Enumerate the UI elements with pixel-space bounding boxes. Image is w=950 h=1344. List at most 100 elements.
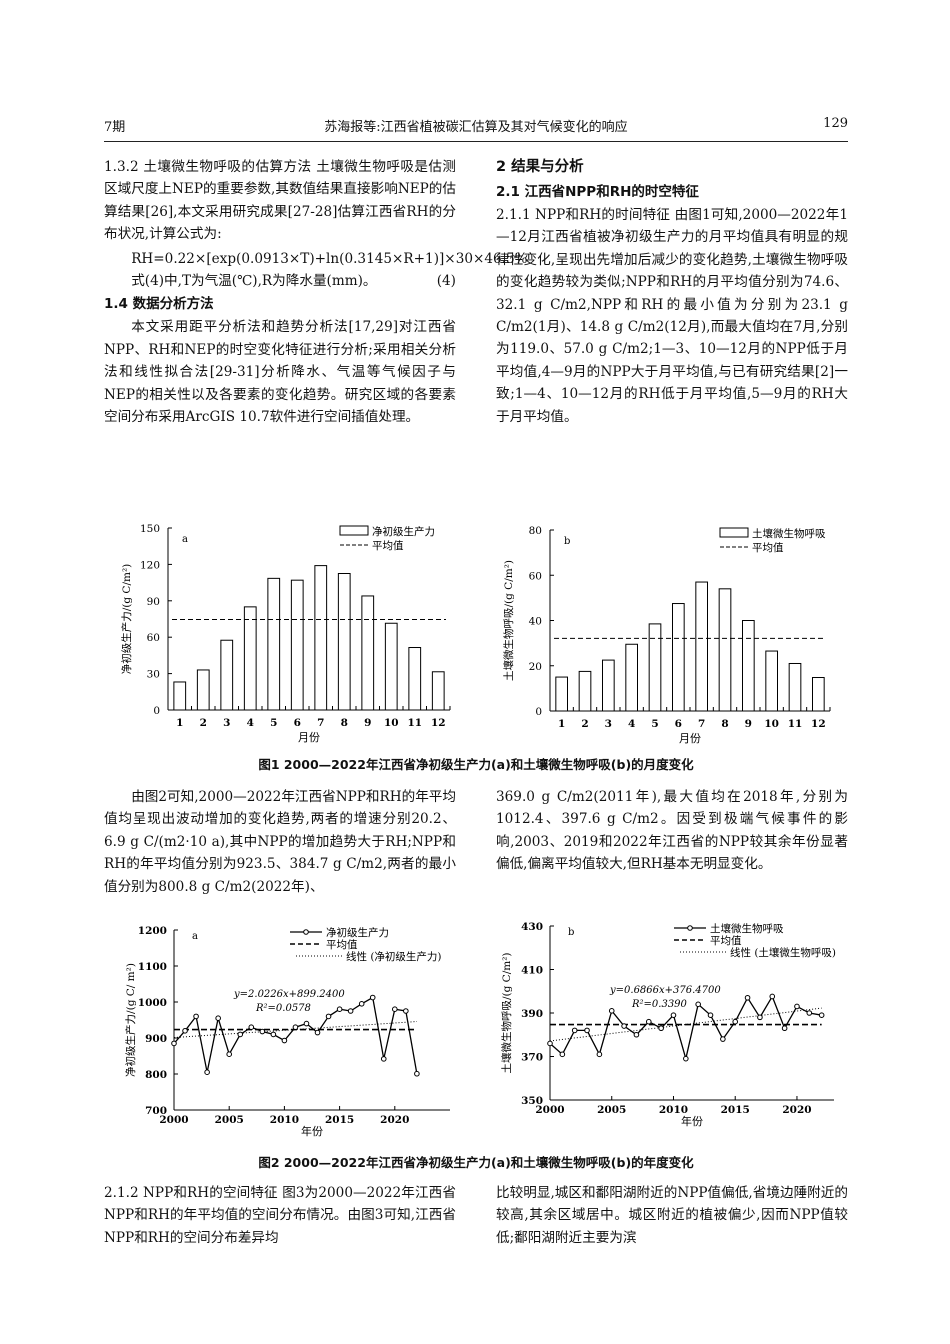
middle-left-text: 由图2可知,2000—2022年江西省NPP和RH的年平均值均呈现出波动增加的变… [104, 786, 456, 898]
data-point [392, 1006, 398, 1012]
x-tick-label: 1 [176, 717, 183, 729]
x-tick-label: 2015 [325, 1114, 354, 1126]
bar [290, 579, 304, 711]
data-point [818, 1012, 825, 1018]
x-tick-label: 3 [223, 717, 230, 729]
paragraph-2-1-2-cont: 比较明显,城区和鄱阳湖附近的NPP值偏低,省境边陲附近的较高,其余区域居中。城区… [496, 1185, 848, 1246]
paragraph-text: 土壤微生物呼吸是估测区域尺度上NEP的重要参数,其数值结果直接影响NEP的估算结… [104, 159, 456, 243]
paragraph-text: 由图1可知,2000—2022年1—12月江西省植被净初级生产力的月平均值具有明… [496, 207, 848, 425]
paragraph-2-1-1: 2.1.1 NPP和RH的时间特征 由图1可知,2000—2022年1—12月江… [496, 204, 848, 428]
bar [742, 620, 755, 712]
paragraph-1-3-2: 1.3.2 土壤微生物呼吸的估算方法 土壤微生物呼吸是估测区域尺度上NEP的重要… [104, 156, 456, 246]
legend-label: 平均值 [326, 938, 358, 951]
y-axis-label: 土壤微生物呼吸/(g C/m²) [500, 952, 513, 1073]
section-heading-2-1: 2.1 江西省NPP和RH的时空特征 [496, 184, 699, 200]
data-point [358, 1001, 365, 1007]
y-tick-label: 800 [145, 1069, 167, 1081]
figure-2b-chart: 350 370 390 410 430 2000 2005 2010 2015 2020 年份 土壤微… [500, 921, 836, 1128]
y-tick-label: 20 [529, 661, 542, 673]
formula-note: 式(4)中,T为气温(℃),R为降水量(mm)。 [131, 273, 377, 290]
section-heading-1-4: 1.4 数据分析方法 [104, 296, 214, 313]
bar [672, 603, 685, 712]
data-point [769, 993, 776, 1000]
bar [267, 577, 281, 711]
data-point [621, 1023, 627, 1029]
data-point [658, 1025, 664, 1032]
y-tick-label: 80 [529, 525, 542, 537]
data-point [744, 994, 751, 1001]
formula: RH=0.22×[exp(0.0913×T)+ln(0.3145×R+1)]×3… [104, 248, 527, 289]
data-point [226, 1051, 232, 1057]
trend-equation: y=2.0226x+899.2400 [233, 989, 345, 1000]
paragraph-2-1-2: 2.1.2 NPP和RH的空间特征 图3为2000—2022年江西省NPP和RH… [104, 1185, 456, 1246]
data-point [707, 1012, 714, 1018]
legend-label: 土壤微生物呼吸 [710, 922, 784, 935]
bar [220, 639, 234, 711]
x-tick-label: 2010 [270, 1114, 299, 1126]
figure-2a-chart: 700 800 900 1000 1100 1200 2000 2005 2010 2015 202… [124, 925, 450, 1138]
r-squared: R²=0.0578 [255, 1003, 311, 1014]
x-tick-label: 7 [317, 717, 324, 729]
bar [648, 623, 662, 712]
data-point [270, 1031, 277, 1038]
data-point [732, 1018, 739, 1025]
data-point [720, 1036, 726, 1042]
x-tick-label: 5 [651, 718, 658, 730]
data-point [314, 1029, 321, 1036]
x-tick-label: 8 [721, 718, 728, 730]
bar [314, 565, 328, 711]
y-tick-label: 410 [521, 965, 543, 977]
paragraph-1-4: 本文采用距平分析法和趋势分析法[17,29]对江西省NPP、RH和NEP的时空变… [104, 319, 456, 426]
data-point [645, 1018, 652, 1025]
y-tick-label: 0 [153, 705, 160, 717]
legend-bar-swatch [339, 525, 369, 536]
bar [243, 606, 257, 711]
y-tick-label: 90 [147, 596, 160, 608]
bar [337, 573, 351, 711]
legend-label: 净初级生产力 [372, 525, 435, 538]
x-axis-label: 年份 [301, 1124, 323, 1138]
bar [788, 662, 802, 712]
x-tick-label: 4 [628, 718, 635, 730]
x-tick-label: 2 [581, 718, 588, 730]
y-tick-label: 390 [521, 1008, 543, 1020]
x-tick-label: 2005 [215, 1114, 244, 1126]
bar [695, 581, 708, 712]
data-point [204, 1069, 210, 1075]
y-axis-label: 净初级生产力/(g C/ m²) [124, 963, 137, 1077]
header-rule [104, 141, 848, 142]
bottom-right-text: 比较明显,城区和鄱阳湖附近的NPP值偏低,省境边陲附近的较高,其余区域居中。城区… [496, 1182, 848, 1249]
data-point [794, 1003, 800, 1010]
data-point [571, 1027, 578, 1034]
bar [196, 669, 210, 711]
x-tick-label: 5 [270, 717, 277, 729]
panel-label: b [564, 536, 570, 547]
issue-number: 7期 [104, 120, 126, 135]
data-point [670, 1012, 677, 1018]
middle-right-text: 369.0 g C/m2(2011年),最大值均在2018年,分别为1012.4… [496, 786, 848, 876]
data-point [325, 1013, 332, 1020]
data-point [414, 1070, 420, 1077]
x-tick-label: 2000 [159, 1114, 188, 1126]
bar [408, 647, 422, 711]
bar [765, 650, 779, 712]
paragraph-fig2-left: 由图2可知,2000—2022年江西省NPP和RH的年平均值均呈现出波动增加的变… [104, 789, 456, 895]
running-header: 7期 苏海报等:江西省植被碳汇估算及其对气候变化的响应 129 [104, 116, 848, 138]
data-point [182, 1028, 188, 1034]
x-tick-label: 1 [558, 718, 565, 730]
data-point [547, 1040, 553, 1047]
x-tick-label: 7 [698, 718, 705, 730]
formula-text: RH=0.22×[exp(0.0913×T)+ln(0.3145×R+1)]×3… [131, 250, 528, 267]
legend-label: 净初级生产力 [326, 926, 389, 939]
data-point [369, 994, 376, 1001]
data-point [248, 1024, 255, 1030]
data-point [303, 1020, 310, 1027]
figure-1-caption: 图1 2000—2022年江西省净初级生产力(a)和土壤微生物呼吸(b)的月度变… [258, 757, 694, 772]
x-tick-label: 10 [384, 717, 399, 729]
x-axis-label: 月份 [679, 732, 701, 745]
x-axis-label: 年份 [681, 1114, 703, 1128]
y-tick-label: 60 [147, 632, 160, 644]
data-point [683, 1055, 689, 1062]
